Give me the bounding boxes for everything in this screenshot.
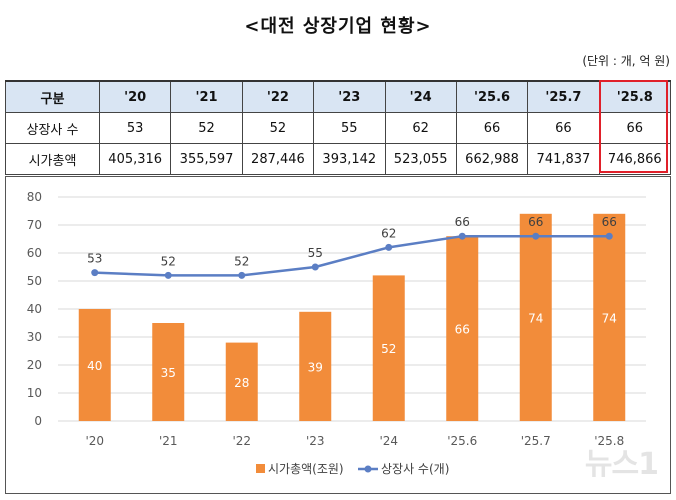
x-tick-label: '22 [232,434,251,448]
summary-table: 구분 '20 '21 '22 '23 '24 '25.6 '25.7 '25.8… [5,80,672,175]
bar-data-label: 74 [602,311,617,325]
x-tick-label: '25.6 [447,434,477,448]
table-header-cell: '25.8 [598,80,672,113]
y-tick-label: 10 [27,386,42,400]
page-title: <대전 상장기업 현황> [244,16,432,37]
table-cell: 55 [313,112,386,144]
table-cell: 66 [527,112,600,144]
x-tick-label: '25.7 [521,434,551,448]
table-cell: 상장사 수 [5,112,100,144]
table-cell: 62 [384,112,457,144]
line-data-label: 55 [308,246,323,260]
x-tick-label: '25.8 [594,434,624,448]
line-point [91,269,99,277]
table-cell: 66 [455,112,529,144]
line-series [94,234,610,277]
line-point [311,263,319,271]
line-data-label: 52 [234,254,249,268]
table-row: 상장사 수 53 52 52 55 62 66 66 66 [5,112,672,144]
bar [372,275,405,421]
table-header-cell: '25.7 [527,80,600,113]
legend-label: 시가총액(조원) [268,462,344,476]
x-tick-label: '21 [159,434,178,448]
line-data-label: 52 [161,254,176,268]
table-cell: 시가총액 [5,143,100,175]
bar-data-label: 74 [528,311,543,325]
legend-line-marker [364,465,372,473]
table-cell: 523,055 [384,143,457,175]
legend-label: 상장사 수(개) [381,462,449,476]
table-cell: 741,837 [527,143,600,175]
bar-data-label: 39 [308,360,323,374]
bar-data-label: 66 [455,323,470,337]
line-point [605,232,613,240]
table-header-cell: 구분 [5,80,100,113]
line-data-label: 66 [602,215,617,229]
table-cell: 52 [170,112,243,144]
table-cell: 52 [241,112,315,144]
table-row: 시가총액 405,316 355,597 287,446 393,142 523… [5,143,672,175]
table-cell: 53 [98,112,172,144]
bar [152,323,185,421]
table-cell: 66 [598,112,672,144]
y-tick-label: 40 [27,302,42,316]
bar [446,236,479,421]
bar [519,213,552,421]
legend-bar-swatch [256,464,265,473]
bar [225,342,258,421]
line-data-label: 66 [455,215,470,229]
table-cell: 287,446 [241,143,315,175]
line-point [458,232,466,240]
line-point [164,271,172,279]
bar [299,311,332,421]
bar [593,213,626,421]
table-cell: 746,866 [598,143,672,175]
y-tick-label: 0 [34,414,42,428]
y-tick-label: 30 [27,330,42,344]
chart-panel: 0 10 20 30 40 50 60 70 80 40 35 28 39 52 66 74 74 '20 '21 '… [5,176,671,494]
table-cell: 405,316 [98,143,172,175]
y-tick-label: 20 [27,358,42,372]
x-tick-label: '20 [85,434,104,448]
y-tick-label: 70 [27,218,42,232]
y-tick-label: 50 [27,274,42,288]
bar-data-label: 40 [87,359,102,373]
x-tick-label: '24 [379,434,398,448]
table-header-cell: '24 [384,80,457,113]
table-cell: 393,142 [313,143,386,175]
table-header-cell: '22 [241,80,315,113]
line-data-label: 66 [528,215,543,229]
line-point [532,232,540,240]
line-point [385,243,393,251]
table-cell: 662,988 [455,143,529,175]
line-data-label: 62 [381,226,396,240]
bar-data-label: 35 [161,366,176,380]
line-point [238,271,246,279]
table-cell: 355,597 [170,143,243,175]
unit-note: (단위 : 개, 억 원) [582,54,670,68]
y-tick-label: 80 [27,190,42,204]
bar-data-label: 52 [381,342,396,356]
watermark-logo: 뉴스1 [584,447,659,482]
bar-data-label: 28 [234,376,249,390]
bar [78,309,111,421]
x-tick-label: '23 [306,434,325,448]
table-header-cell: '20 [98,80,172,113]
table-header-row: 구분 '20 '21 '22 '23 '24 '25.6 '25.7 '25.8 [5,80,672,113]
line-data-label: 53 [87,252,102,266]
y-tick-label: 60 [27,246,42,260]
table-header-cell: '23 [313,80,386,113]
table-header-cell: '21 [170,80,243,113]
table-header-cell: '25.6 [455,80,529,113]
combo-chart: 0 10 20 30 40 50 60 70 80 40 35 28 39 52 66 74 74 '20 '21 '… [27,190,646,476]
